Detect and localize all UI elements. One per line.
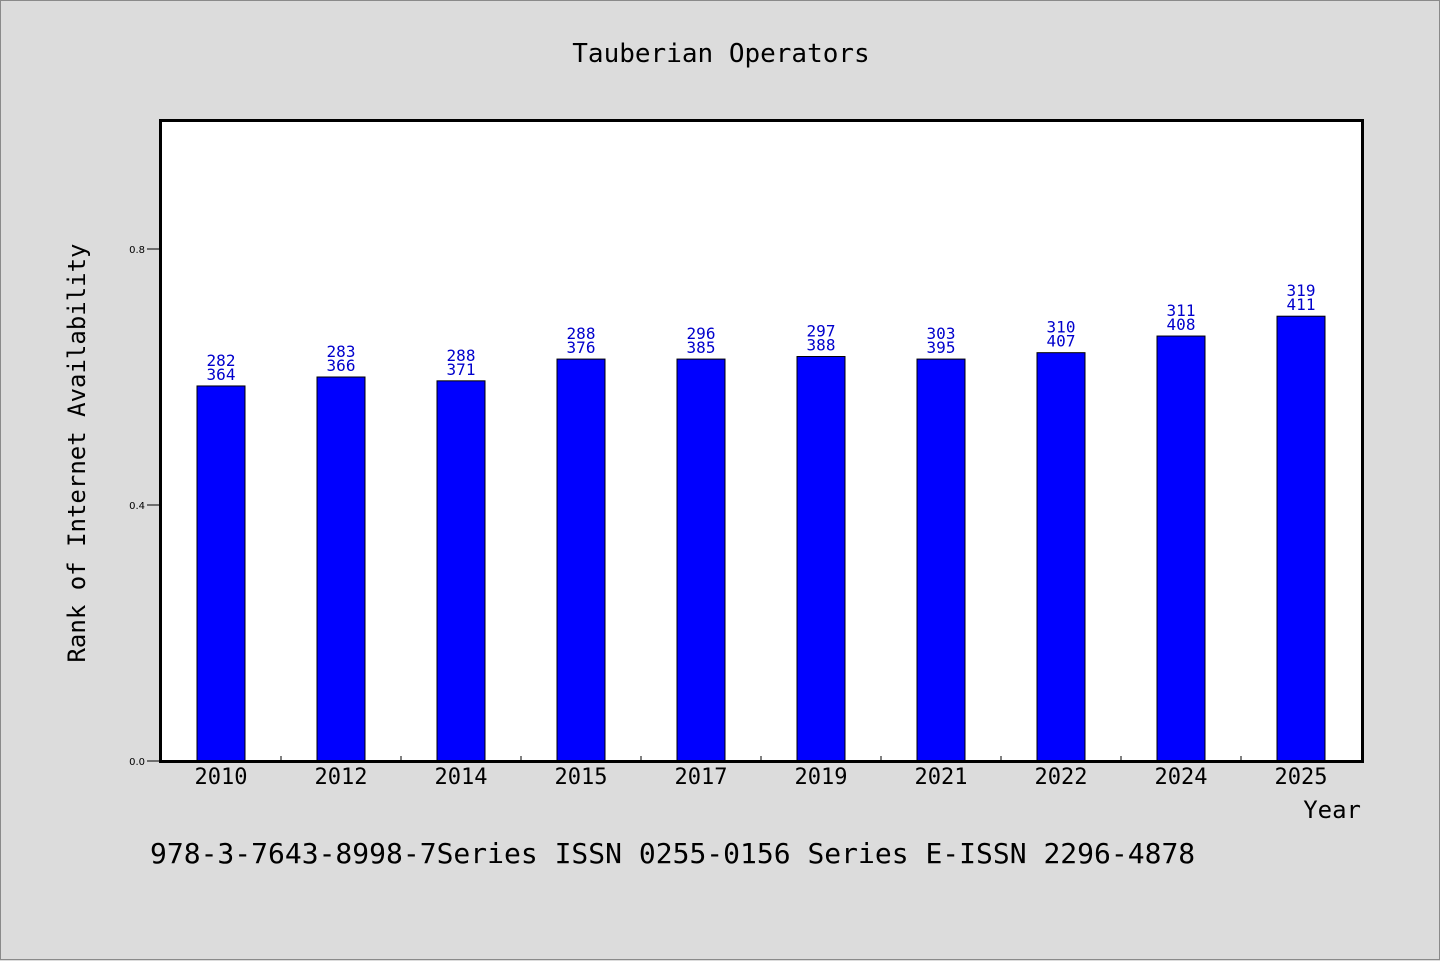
bar-label-top: 311 (1167, 301, 1196, 320)
x-tick-label: 2012 (315, 765, 368, 790)
x-tick-label: 2025 (1275, 765, 1328, 790)
x-axis: 2010 2012 2014 2015 2017 2019 2021 2022 2024 2025 (195, 756, 1328, 790)
y-axis: 0.0 0.4 0.8 (129, 245, 161, 768)
bar (1036, 352, 1086, 762)
bar-label-top: 282 (207, 351, 236, 370)
bar-label-bottom: 408 (1167, 315, 1196, 334)
bar-label-bottom: 364 (207, 365, 236, 384)
data-labels: 2823642833662883712883762963852973883033… (207, 281, 1316, 384)
x-tick-label: 2015 (555, 765, 608, 790)
bar-label-top: 283 (327, 342, 356, 361)
footer-isbn-text: 978-3-7643-8998-7Series ISSN 0255-0156 S… (150, 837, 1195, 870)
bar-label-top: 296 (687, 324, 716, 343)
bar-label-bottom: 366 (327, 356, 356, 375)
plot-border (159, 119, 1364, 763)
x-tick-label: 2014 (435, 765, 488, 790)
y-axis-title: Rank of Internet Availability (63, 243, 91, 662)
bar (556, 358, 606, 762)
bar-label-bottom: 411 (1287, 295, 1316, 314)
bar-label-bottom: 385 (687, 338, 716, 357)
bar-label-top: 310 (1047, 318, 1076, 337)
bar-label-bottom: 388 (807, 336, 836, 355)
y-tick-label: 0.0 (129, 757, 145, 768)
x-tick-label: 2010 (195, 765, 248, 790)
bar-label-top: 288 (447, 346, 476, 365)
x-tick-label: 2019 (795, 765, 848, 790)
x-tick-label: 2021 (915, 765, 968, 790)
bar-label-top: 288 (567, 324, 596, 343)
bar-label-top: 319 (1287, 281, 1316, 300)
bar (316, 376, 366, 762)
bar-label-bottom: 395 (927, 338, 956, 357)
x-axis-title: Year (1303, 796, 1361, 824)
bar (796, 356, 846, 762)
x-tick-label: 2022 (1035, 765, 1088, 790)
bar (196, 385, 246, 762)
bar (676, 358, 726, 762)
y-tick-label: 0.4 (129, 501, 145, 512)
bar-label-bottom: 407 (1047, 332, 1076, 351)
y-tick-label: 0.8 (129, 245, 145, 256)
bar (1156, 335, 1206, 762)
bar-label-bottom: 376 (567, 338, 596, 357)
bar-label-top: 297 (807, 322, 836, 341)
bar (1276, 315, 1326, 762)
bar-series (196, 315, 1326, 762)
bar-label-bottom: 371 (447, 360, 476, 379)
x-tick-label: 2017 (675, 765, 728, 790)
bar (436, 380, 486, 762)
bar (916, 358, 966, 762)
bar-label-top: 303 (927, 324, 956, 343)
chart-title: Tauberian Operators (572, 39, 869, 69)
x-tick-label: 2024 (1155, 765, 1208, 790)
